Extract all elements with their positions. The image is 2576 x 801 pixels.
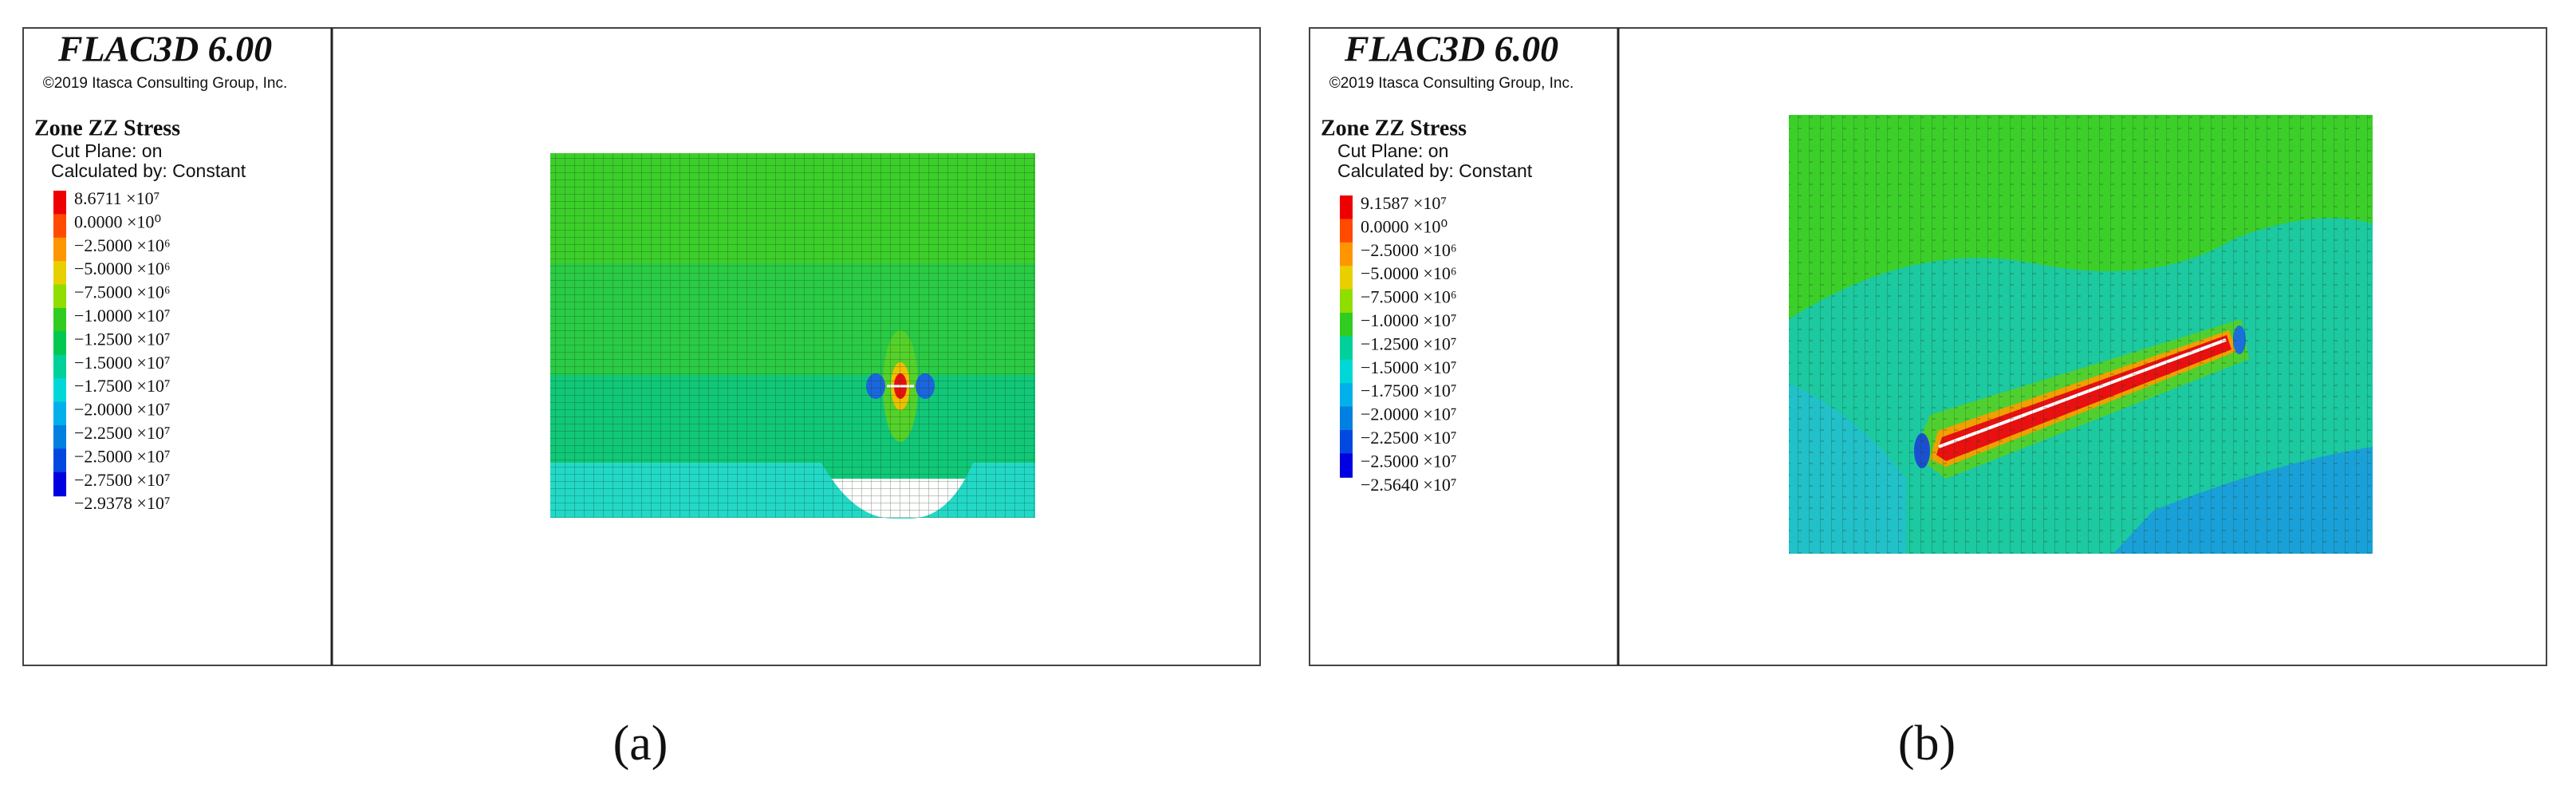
legend-swatch: [53, 378, 66, 403]
legend-entry: −1.0000 ×10⁷: [74, 306, 170, 326]
panel-label: (b): [1898, 716, 1956, 771]
legend-swatch: [53, 425, 66, 450]
legend-swatch: [1340, 359, 1353, 385]
legend-entry: 9.1587 ×10⁷: [1361, 193, 1447, 213]
legend-swatch: [53, 331, 66, 356]
legend-entry: −2.2500 ×10⁷: [74, 423, 170, 443]
copyright: ©2019 Itasca Consulting Group, Inc.: [1329, 75, 1574, 92]
legend-line: Cut Plane: on: [1337, 140, 1448, 161]
software-title: FLAC3D 6.00: [1344, 29, 1558, 69]
legend-entry: −2.2500 ×10⁷: [1361, 428, 1456, 448]
legend-entry: −7.5000 ×10⁶: [74, 282, 170, 302]
legend-swatch: [53, 214, 66, 239]
legend-swatch: [53, 448, 66, 473]
software-title: FLAC3D 6.00: [57, 29, 272, 69]
legend-entry: −2.7500 ×10⁷: [74, 470, 170, 490]
legend-entry: −1.5000 ×10⁷: [1361, 357, 1456, 377]
legend-swatch: [1340, 313, 1353, 337]
legend-swatch: [1340, 242, 1353, 267]
legend-swatch: [1340, 406, 1353, 431]
legend-swatch: [1340, 219, 1353, 243]
legend-swatch: [53, 284, 66, 309]
legend-line: Cut Plane: on: [51, 140, 162, 161]
legend-swatch: [1340, 266, 1353, 290]
stress-plot-b: [1789, 115, 2373, 554]
legend-entry: −2.5000 ×10⁶: [1361, 240, 1456, 260]
legend-entry: −1.0000 ×10⁷: [1361, 310, 1456, 330]
panel-label: (a): [613, 716, 668, 771]
legend-title: Zone ZZ Stress: [1321, 116, 1467, 140]
legend-swatch: [1340, 289, 1353, 314]
legend-entry: −2.5640 ×10⁷: [1361, 475, 1456, 495]
legend-swatch: [53, 472, 66, 497]
legend-swatch: [1340, 383, 1353, 408]
copyright: ©2019 Itasca Consulting Group, Inc.: [43, 75, 288, 92]
legend-swatch: [53, 191, 66, 215]
legend-entry: −5.0000 ×10⁶: [74, 258, 170, 278]
legend-entry: −7.5000 ×10⁶: [1361, 287, 1456, 307]
legend-swatch: [1340, 336, 1353, 361]
legend-entry: −1.7500 ×10⁷: [74, 376, 170, 396]
legend-swatch: [53, 261, 66, 286]
legend-entry: −1.5000 ×10⁷: [74, 353, 170, 373]
legend-swatch: [1340, 195, 1353, 220]
legend-entry: −1.2500 ×10⁷: [1361, 333, 1456, 353]
panel-frame: [22, 27, 1261, 666]
legend-entry: −5.0000 ×10⁶: [1361, 263, 1456, 283]
legend-entry: −1.7500 ×10⁷: [1361, 381, 1456, 400]
legend-entry: 8.6711 ×10⁷: [74, 188, 160, 208]
legend-swatch: [53, 308, 66, 333]
stress-plot-a: [550, 153, 1035, 519]
legend-swatch: [1340, 453, 1353, 478]
legend-entry: −2.5000 ×10⁶: [74, 235, 170, 255]
legend-entry: −2.9378 ×10⁷: [74, 493, 170, 513]
legend-entry: 0.0000 ×10⁰: [1361, 216, 1448, 236]
legend-entry: −1.2500 ×10⁷: [74, 329, 170, 349]
panel-frame: [1309, 27, 2547, 666]
legend-swatch: [53, 354, 66, 380]
legend-entry: −2.5000 ×10⁷: [1361, 451, 1456, 471]
legend-entry: −2.5000 ×10⁷: [74, 446, 170, 466]
legend-swatch: [1340, 430, 1353, 455]
legend-swatch: [53, 237, 66, 262]
legend-entry: −2.0000 ×10⁷: [74, 400, 170, 420]
legend-entry: 0.0000 ×10⁰: [74, 211, 161, 231]
legend-swatch: [53, 401, 66, 426]
legend-entry: −2.0000 ×10⁷: [1361, 404, 1456, 424]
legend-title: Zone ZZ Stress: [34, 116, 180, 140]
legend-line: Calculated by: Constant: [1337, 160, 1533, 181]
legend-line: Calculated by: Constant: [51, 160, 246, 181]
